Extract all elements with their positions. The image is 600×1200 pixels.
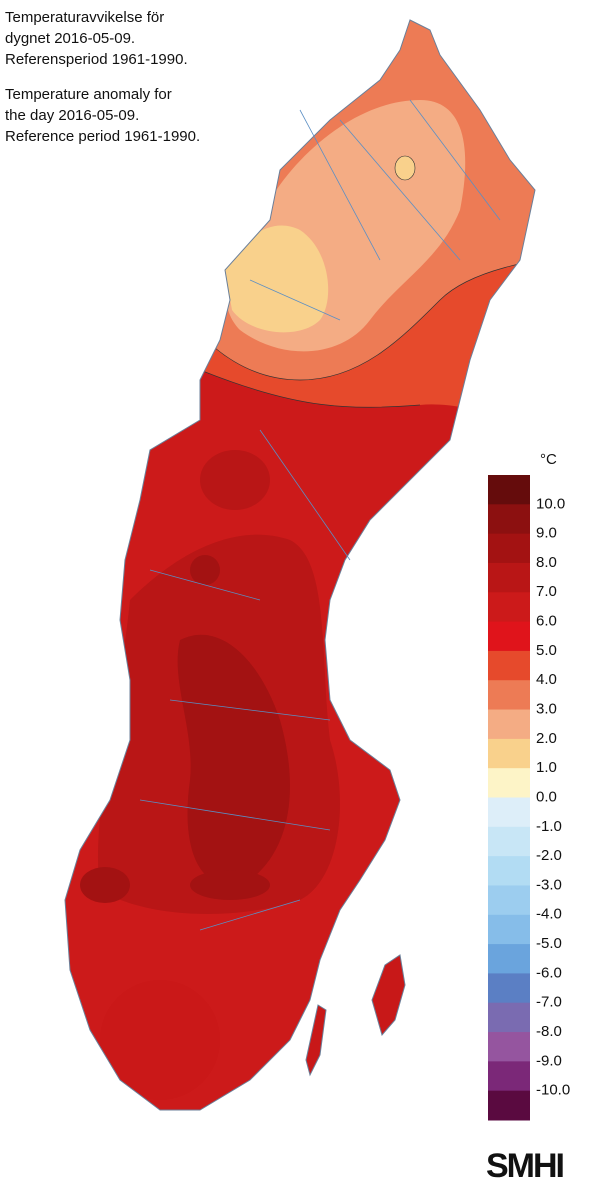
legend-swatch <box>488 592 530 623</box>
legend-swatch <box>488 856 530 886</box>
legend-swatch <box>488 1032 530 1062</box>
rivers <box>139 99 501 931</box>
legend: °C 10.0 9.0 8.0 7.0 6.0 5.0 4.0 3.0 2.0 1.0 0.0 -1.… <box>488 451 570 1121</box>
legend-label: 4.0 <box>536 671 557 688</box>
legend-label: -5.0 <box>536 935 562 952</box>
legend-label: 10.0 <box>536 495 565 512</box>
legend-label: 3.0 <box>536 701 557 718</box>
legend-swatch <box>488 562 530 593</box>
legend-swatch <box>488 797 530 828</box>
legend-swatch <box>488 1090 530 1121</box>
legend-swatch <box>488 1061 530 1092</box>
legend-label: -4.0 <box>536 906 562 923</box>
legend-swatch <box>488 650 530 681</box>
legend-label: 9.0 <box>536 525 557 542</box>
legend-label: -3.0 <box>536 876 562 893</box>
legend-swatch <box>488 973 530 1004</box>
title-line: dygnet 2016-05-09. <box>5 30 135 47</box>
legend-label: -9.0 <box>536 1052 562 1069</box>
legend-swatch <box>488 533 530 564</box>
legend-swatch <box>488 944 530 974</box>
legend-label: -10.0 <box>536 1082 570 1099</box>
legend-label: -6.0 <box>536 964 562 981</box>
legend-label: 2.0 <box>536 730 557 747</box>
legend-swatch <box>488 1002 530 1033</box>
legend-label: 0.0 <box>536 788 557 805</box>
legend-label: 8.0 <box>536 554 557 571</box>
legend-label: 1.0 <box>536 759 557 776</box>
title-line: the day 2016-05-09. <box>5 107 139 124</box>
legend-swatch <box>488 504 530 535</box>
legend-swatch <box>488 709 530 740</box>
legend-swatch <box>488 768 530 798</box>
legend-swatch <box>488 885 530 916</box>
legend-label: -1.0 <box>536 818 562 835</box>
title-line: Temperature anomaly for <box>5 86 172 103</box>
title-line: Temperaturavvikelse för <box>5 9 164 26</box>
legend-swatch <box>488 738 530 769</box>
legend-label: -2.0 <box>536 847 562 864</box>
legend-swatch <box>488 914 530 945</box>
legend-label: -7.0 <box>536 994 562 1011</box>
legend-unit: °C <box>540 451 557 468</box>
legend-label: 7.0 <box>536 583 557 600</box>
title-line: Reference period 1961-1990. <box>5 128 200 145</box>
title-line: Referensperiod 1961-1990. <box>5 51 188 68</box>
legend-swatch <box>488 621 530 652</box>
legend-label: -8.0 <box>536 1023 562 1040</box>
legend-swatch <box>488 680 530 711</box>
legend-swatch <box>488 826 530 857</box>
legend-label: 6.0 <box>536 613 557 630</box>
legend-swatch <box>488 475 530 505</box>
legend-label: 5.0 <box>536 642 557 659</box>
logo: SMHI <box>486 1147 564 1185</box>
